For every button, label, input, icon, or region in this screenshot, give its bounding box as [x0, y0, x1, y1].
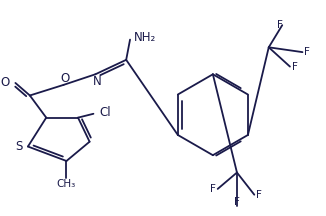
Text: NH₂: NH₂ [134, 31, 156, 44]
Text: F: F [210, 184, 216, 194]
Text: F: F [234, 197, 240, 207]
Text: S: S [15, 140, 22, 153]
Text: F: F [256, 190, 262, 200]
Text: O: O [0, 76, 10, 89]
Text: F: F [277, 20, 283, 30]
Text: O: O [61, 72, 70, 85]
Text: F: F [292, 62, 298, 71]
Text: Cl: Cl [99, 106, 111, 119]
Text: F: F [304, 47, 310, 57]
Text: CH₃: CH₃ [57, 179, 76, 189]
Text: N: N [93, 76, 102, 89]
